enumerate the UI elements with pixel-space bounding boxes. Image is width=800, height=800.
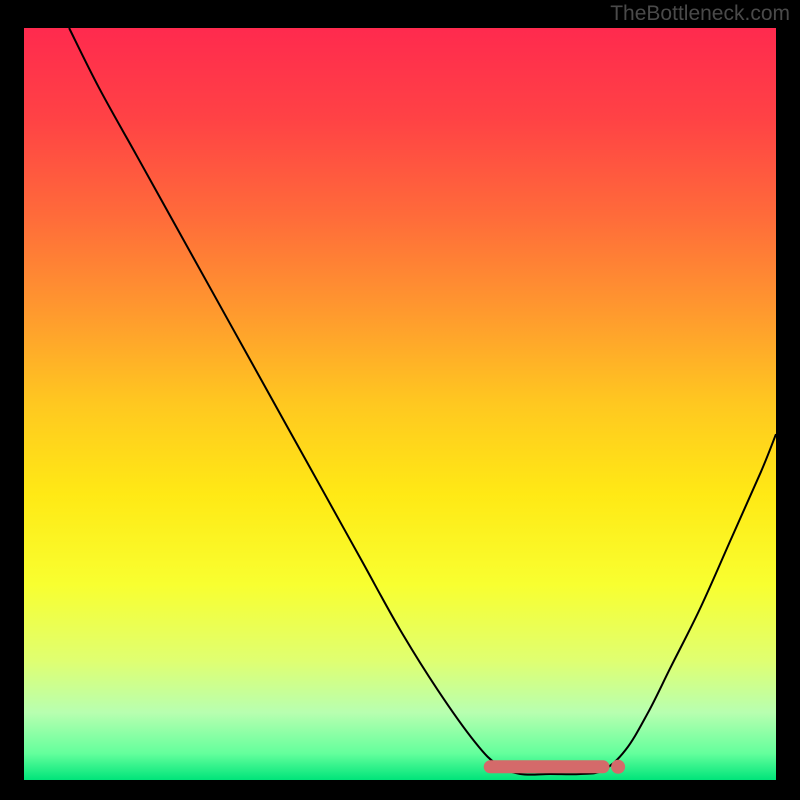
chart-stage: TheBottleneck.com xyxy=(0,0,800,800)
bottleneck-curve xyxy=(69,28,776,775)
sweet-spot-dot xyxy=(611,760,625,774)
plot-area xyxy=(24,28,776,780)
bottleneck-curve-svg xyxy=(24,28,776,780)
attribution-text: TheBottleneck.com xyxy=(610,2,790,26)
